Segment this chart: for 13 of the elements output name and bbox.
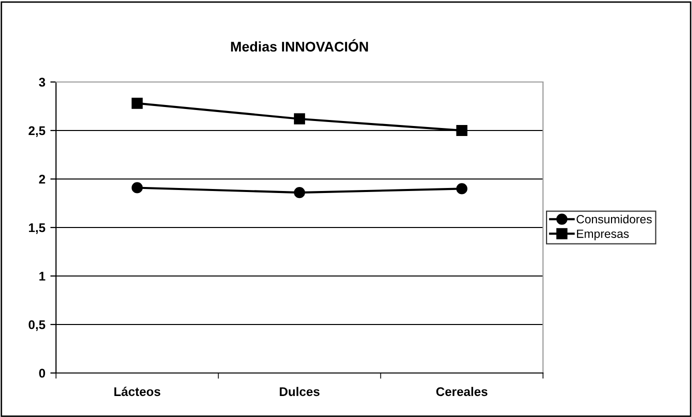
y-tick-label: 1,5: [28, 223, 46, 234]
y-tick-label: 2: [39, 174, 46, 184]
x-tick-label: Lácteos: [114, 386, 160, 396]
y-tick-label: 3: [38, 78, 46, 87]
y-tick-label: 0: [39, 368, 46, 378]
y-tick-label: 0,5: [28, 320, 46, 331]
chart-title: Medias INNOVACIÓN: [231, 39, 368, 52]
y-tick-label: 1: [39, 272, 46, 281]
legend-label: Empresas: [577, 230, 629, 240]
x-tick-label: Cereales: [436, 386, 488, 396]
legend-label: Consumidores: [576, 214, 652, 224]
x-tick-label: Dulces: [280, 386, 320, 396]
y-tick-label: 2,5: [28, 126, 46, 137]
